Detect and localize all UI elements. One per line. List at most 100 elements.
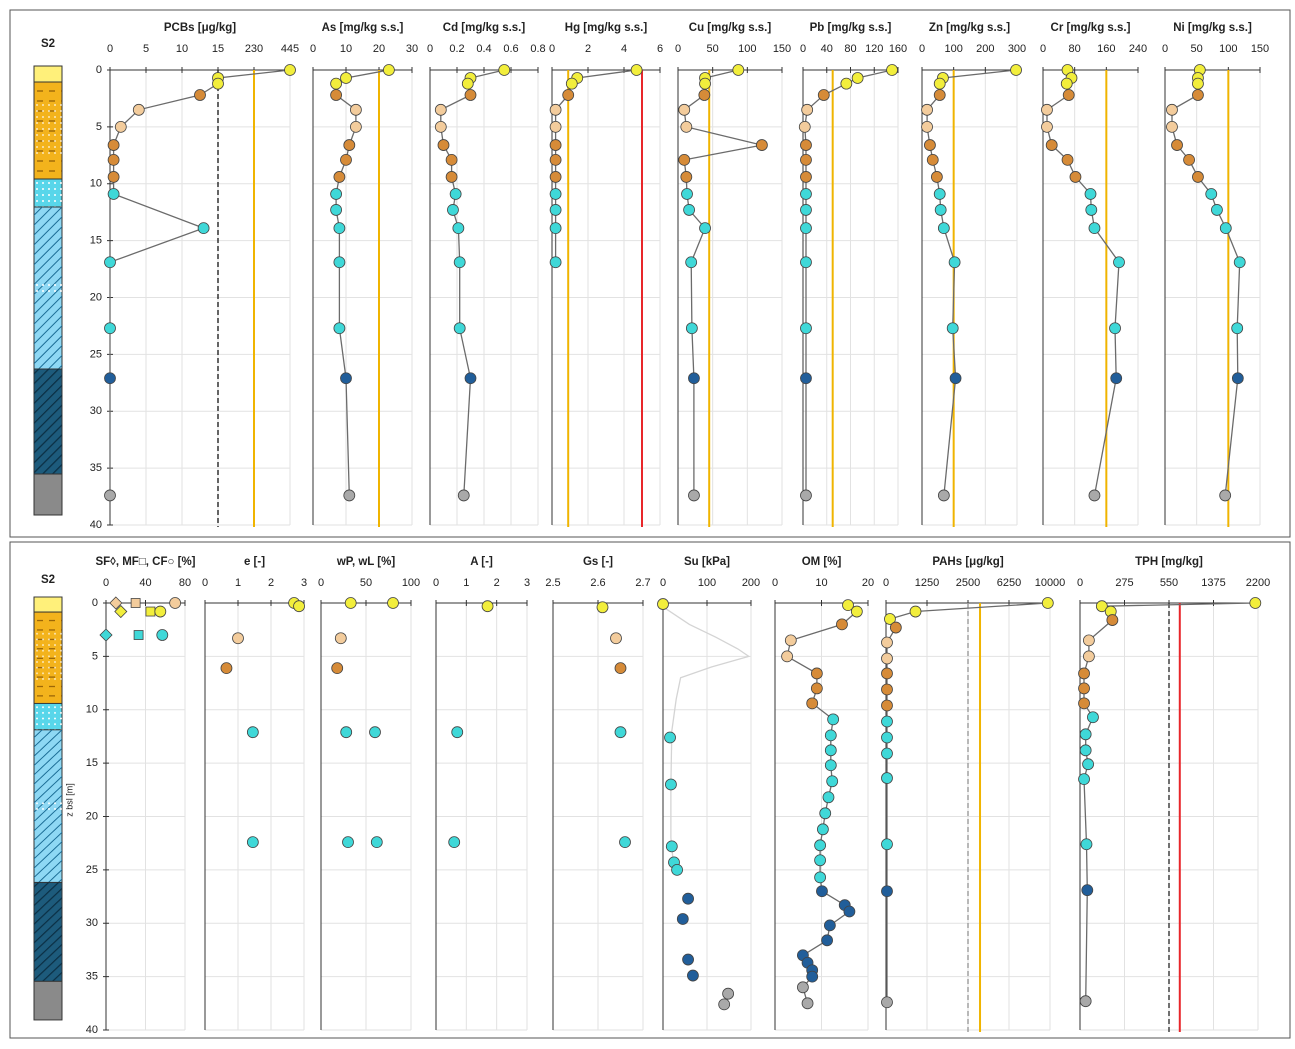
data-point — [699, 90, 710, 101]
profile-line — [110, 70, 290, 495]
x-tick-label: 3 — [301, 577, 307, 589]
data-point — [388, 598, 399, 609]
data-point — [611, 633, 622, 644]
data-point — [823, 792, 834, 803]
data-point — [331, 204, 342, 215]
data-point — [825, 760, 836, 771]
data-point — [1042, 598, 1053, 609]
x-tick-label: 0 — [310, 43, 316, 55]
depth-axis-label: z bsl [m] — [64, 783, 74, 817]
data-point — [836, 619, 847, 630]
data-point — [818, 90, 829, 101]
data-point — [1079, 668, 1090, 679]
data-point — [800, 373, 811, 384]
x-tick-label: 2.7 — [635, 577, 650, 589]
x-tick-label: 80 — [844, 43, 856, 55]
data-point — [438, 140, 449, 151]
y-tick-label: 35 — [86, 971, 98, 983]
panel-title: Ni [mg/kg s.s.] — [1173, 22, 1252, 34]
data-point — [465, 90, 476, 101]
data-point — [1166, 104, 1177, 115]
data-point — [815, 872, 826, 883]
data-point — [344, 490, 355, 501]
x-tick-label: 50 — [1191, 43, 1203, 55]
x-tick-label: 100 — [1219, 43, 1237, 55]
x-tick-label: 5 — [143, 43, 149, 55]
data-point — [233, 633, 244, 644]
data-point — [462, 78, 473, 89]
data-point — [800, 154, 811, 165]
x-tick-label: 1375 — [1201, 577, 1225, 589]
data-point — [1063, 90, 1074, 101]
y-tick-label: 30 — [90, 405, 102, 417]
data-point — [344, 140, 355, 151]
data-point — [343, 837, 354, 848]
data-point — [1089, 223, 1100, 234]
data-point — [887, 65, 898, 76]
x-tick-label: 0.4 — [476, 43, 491, 55]
data-point — [615, 663, 626, 674]
panel-title: OM [%] — [802, 556, 842, 568]
data-point — [681, 121, 692, 132]
x-tick-label: 150 — [773, 43, 791, 55]
data-point — [435, 121, 446, 132]
soil-column — [34, 66, 62, 515]
data-point — [335, 633, 346, 644]
data-point — [1087, 712, 1098, 723]
data-point — [881, 886, 892, 897]
data-point — [550, 257, 561, 268]
data-point — [785, 635, 796, 646]
data-point — [1089, 490, 1100, 501]
panel-title: As [mg/kg s.s.] — [322, 22, 404, 34]
data-point — [687, 970, 698, 981]
data-point — [1086, 204, 1097, 215]
data-point — [841, 78, 852, 89]
x-tick-label: 0 — [883, 577, 889, 589]
data-point — [105, 257, 116, 268]
data-point — [1062, 154, 1073, 165]
data-point — [157, 630, 168, 641]
data-point — [452, 727, 463, 738]
data-point — [881, 716, 892, 727]
data-point — [108, 188, 119, 199]
x-tick-label: 230 — [245, 43, 263, 55]
x-tick-label: 160 — [1097, 43, 1115, 55]
y-tick-label: 15 — [90, 235, 102, 247]
x-tick-label: 0 — [103, 577, 109, 589]
data-point — [719, 999, 730, 1010]
profile-line — [805, 70, 892, 495]
x-tick-label: 0.8 — [530, 43, 545, 55]
data-point — [816, 886, 827, 897]
x-tick-label: 0 — [1162, 43, 1168, 55]
data-point — [927, 154, 938, 165]
data-point — [597, 602, 608, 613]
data-point — [782, 651, 793, 662]
x-tick-label: 4 — [621, 43, 627, 55]
data-point — [682, 188, 693, 199]
data-point — [133, 104, 144, 115]
data-point — [1041, 104, 1052, 115]
x-tick-label: 2 — [268, 577, 274, 589]
x-tick-label: 100 — [944, 43, 962, 55]
data-point — [811, 683, 822, 694]
data-point — [195, 90, 206, 101]
panel-title: A [-] — [470, 556, 493, 568]
y-tick-label: 10 — [86, 704, 98, 716]
x-tick-label: 20 — [862, 577, 874, 589]
data-point — [797, 982, 808, 993]
x-tick-label: 40 — [821, 43, 833, 55]
data-point — [1220, 490, 1231, 501]
data-point — [105, 323, 116, 334]
data-point — [458, 490, 469, 501]
data-point — [1172, 140, 1183, 151]
data-point — [1081, 839, 1092, 850]
data-point — [170, 598, 181, 609]
x-tick-label: 3 — [524, 577, 530, 589]
panel-title: Gs [-] — [583, 556, 613, 568]
data-point — [1110, 323, 1121, 334]
data-point — [482, 601, 493, 612]
data-point — [334, 223, 345, 234]
y-tick-label: 30 — [86, 917, 98, 929]
data-point — [1083, 635, 1094, 646]
data-point — [1211, 204, 1222, 215]
